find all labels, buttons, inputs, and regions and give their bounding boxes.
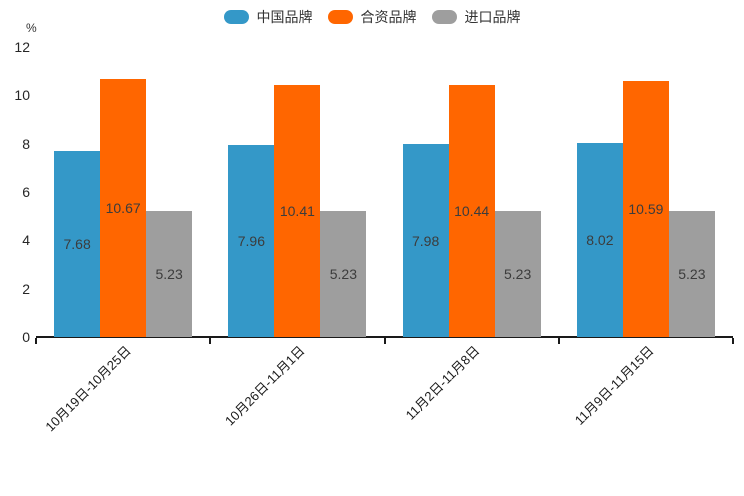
bar-value-label: 10.59 xyxy=(628,201,664,218)
y-tick-label-2: 2 xyxy=(22,280,30,297)
y-tick-label-10: 10 xyxy=(14,87,30,104)
bar-value-label: 7.68 xyxy=(63,236,91,253)
bar-进口品牌-1: 5.23 xyxy=(320,210,367,337)
bar-中国品牌-3: 8.02 xyxy=(576,143,623,337)
y-tick-label-12: 12 xyxy=(14,39,30,55)
bar-进口品牌-2: 5.23 xyxy=(494,210,541,337)
bar-value-label: 5.23 xyxy=(678,265,706,282)
x-axis-tick xyxy=(209,338,212,344)
bar-合资品牌-3: 10.59 xyxy=(622,81,669,337)
y-tick-label-0: 0 xyxy=(22,329,30,345)
legend-item-joint-venture-brand: 合资品牌 xyxy=(327,9,417,25)
bar-中国品牌-1: 7.96 xyxy=(228,144,275,337)
bar-合资品牌-1: 10.41 xyxy=(274,85,321,337)
bar-value-label: 7.96 xyxy=(237,232,265,249)
legend-swatch-joint-venture-brand xyxy=(327,10,353,24)
bar-合资品牌-0: 10.67 xyxy=(100,79,147,337)
legend-label-joint-venture-brand: 合资品牌 xyxy=(360,9,417,25)
legend-item-import-brand: 进口品牌 xyxy=(431,9,521,25)
x-category-label: 10月26日-11月1日 xyxy=(222,343,308,429)
bar-中国品牌-0: 7.68 xyxy=(54,151,101,337)
x-axis-tick xyxy=(732,338,734,344)
y-axis-unit-label: % xyxy=(26,21,37,35)
bar-进口品牌-3: 5.23 xyxy=(668,210,715,337)
x-axis-tick xyxy=(557,338,560,344)
legend-item-china-brand: 中国品牌 xyxy=(223,9,313,25)
x-category-label: 11月9日-11月15日 xyxy=(571,343,657,428)
bar-value-label: 10.41 xyxy=(279,203,315,220)
x-axis-line xyxy=(36,336,733,338)
bar-value-label: 10.67 xyxy=(105,200,141,217)
y-tick-label-8: 8 xyxy=(22,135,30,152)
legend-swatch-china-brand xyxy=(223,10,249,24)
y-tick-label-6: 6 xyxy=(22,184,30,200)
bar-value-label: 5.23 xyxy=(504,265,532,282)
x-category-label: 11月2日-11月8日 xyxy=(402,343,483,423)
bar-value-label: 5.23 xyxy=(155,265,183,282)
legend: 中国品牌 合资品牌 进口品牌 xyxy=(0,10,744,24)
legend-swatch-import-brand xyxy=(431,10,457,24)
x-axis-tick xyxy=(383,338,386,344)
legend-label-import-brand: 进口品牌 xyxy=(464,9,521,25)
bar-进口品牌-0: 5.23 xyxy=(146,210,193,337)
bar-value-label: 10.44 xyxy=(454,202,490,219)
bar-value-label: 8.02 xyxy=(586,232,614,249)
bar-合资品牌-2: 10.44 xyxy=(448,84,495,337)
x-axis-tick xyxy=(35,338,37,344)
legend-label-china-brand: 中国品牌 xyxy=(256,9,313,25)
bar-中国品牌-2: 7.98 xyxy=(402,144,449,337)
bar-value-label: 5.23 xyxy=(329,265,357,282)
y-tick-label-4: 4 xyxy=(22,232,30,249)
x-category-label: 10月19日-10月25日 xyxy=(42,343,134,435)
bar-value-label: 7.98 xyxy=(412,232,440,249)
